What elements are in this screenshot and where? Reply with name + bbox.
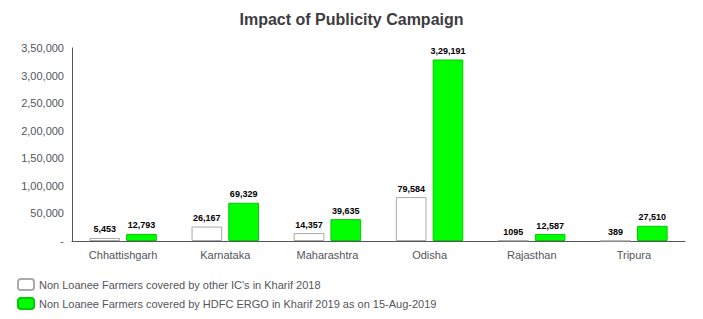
svg-text:14,357: 14,357: [295, 220, 323, 230]
svg-text:1,50,000: 1,50,000: [21, 152, 64, 164]
svg-text:Tripura: Tripura: [617, 249, 652, 261]
svg-text:Non Loanee Farmers covered by: Non Loanee Farmers covered by HDFC ERGO …: [39, 298, 436, 310]
svg-text:Maharashtra: Maharashtra: [297, 249, 360, 261]
svg-text:Impact of Publicity Campaign: Impact of Publicity Campaign: [239, 11, 463, 28]
svg-text:5,453: 5,453: [93, 224, 116, 234]
svg-text:12,587: 12,587: [536, 221, 564, 231]
svg-text:Rajasthan: Rajasthan: [507, 249, 557, 261]
svg-text:Odisha: Odisha: [412, 249, 448, 261]
svg-text:39,635: 39,635: [332, 206, 360, 216]
svg-text:389: 389: [608, 227, 623, 237]
svg-text:50,000: 50,000: [30, 207, 64, 219]
svg-text:3,50,000: 3,50,000: [21, 42, 64, 54]
svg-text:3,29,191: 3,29,191: [430, 46, 465, 56]
svg-text:2,50,000: 2,50,000: [21, 97, 64, 109]
svg-text:27,510: 27,510: [639, 212, 667, 222]
svg-text:3,00,000: 3,00,000: [21, 70, 64, 82]
svg-text:12,793: 12,793: [128, 220, 156, 230]
svg-text:79,584: 79,584: [397, 184, 425, 194]
svg-text:69,329: 69,329: [230, 189, 258, 199]
svg-text:1095: 1095: [503, 227, 523, 237]
svg-text:Chhattishgarh: Chhattishgarh: [89, 249, 158, 261]
svg-text:1,00,000: 1,00,000: [21, 180, 64, 192]
svg-text:Karnataka: Karnataka: [200, 249, 251, 261]
svg-text:Non Loanee Farmers covered by: Non Loanee Farmers covered by other IC's…: [39, 279, 321, 291]
svg-text:26,167: 26,167: [193, 213, 221, 223]
svg-text:2,00,000: 2,00,000: [21, 125, 64, 137]
svg-text:-: -: [60, 235, 64, 247]
